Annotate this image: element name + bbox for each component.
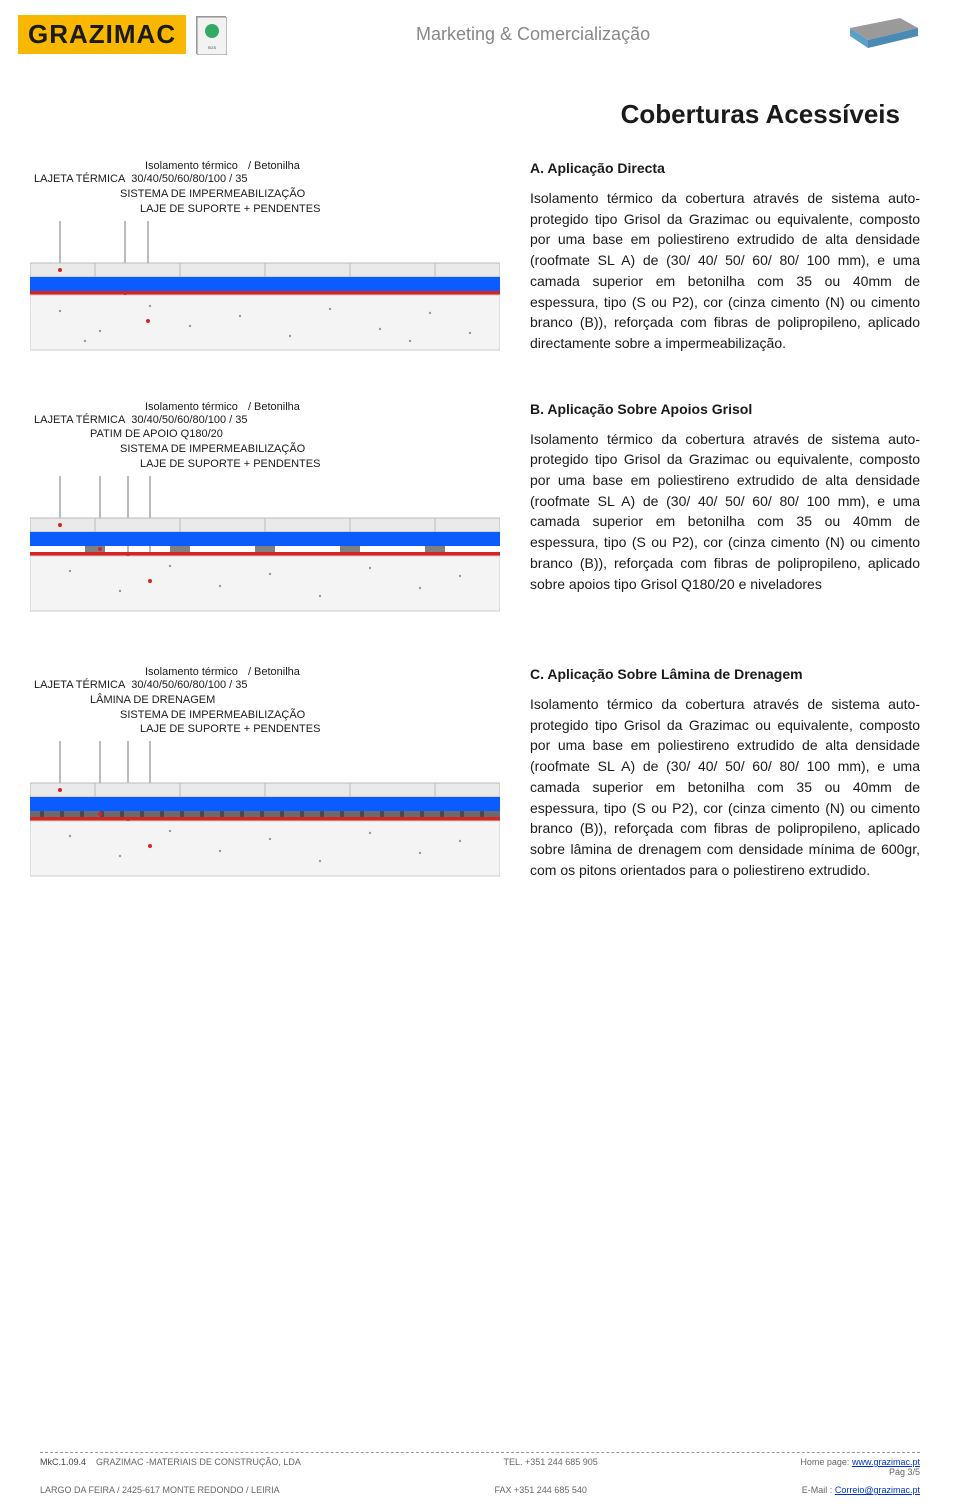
footer-email-label: E-Mail : xyxy=(802,1485,833,1495)
footer-fax: FAX +351 244 685 540 xyxy=(495,1485,587,1495)
svg-text:SGS: SGS xyxy=(208,45,217,50)
diagram-c: Isolamento térmico / Betonilha LAJETA TÉ… xyxy=(30,666,500,901)
certification-icon: SGS xyxy=(196,16,226,54)
footer-tel: TEL. +351 244 685 905 xyxy=(503,1457,597,1467)
footer-company: GRAZIMAC -MATERIAIS DE CONSTRUÇÃO, LDA xyxy=(96,1457,301,1467)
label-isolamento: Isolamento térmico xyxy=(145,160,238,172)
label-isolamento-b: Isolamento térmico xyxy=(145,401,238,413)
page-number: Pág 3/5 xyxy=(40,1467,920,1477)
title-a: A. Aplicação Directa xyxy=(530,160,920,176)
label-patim: PATIM DE APOIO Q180/20 xyxy=(30,427,500,442)
label-betonilha: / Betonilha xyxy=(248,160,300,172)
diagram-b: Isolamento térmico / Betonilha LAJETA TÉ… xyxy=(30,401,500,636)
label-sistema-b: SISTEMA DE IMPERMEABILIZAÇÃO xyxy=(30,442,500,457)
header-title: Marketing & Comercialização xyxy=(236,24,830,45)
label-dims-b: 30/40/50/60/80/100 / 35 xyxy=(131,413,247,428)
section-c: Isolamento térmico / Betonilha LAJETA TÉ… xyxy=(0,666,960,931)
title-b: B. Aplicação Sobre Apoios Grisol xyxy=(530,401,920,417)
text-b: B. Aplicação Sobre Apoios Grisol Isolame… xyxy=(530,401,920,595)
diagram-a: Isolamento térmico / Betonilha LAJETA TÉ… xyxy=(30,160,500,371)
label-dims: 30/40/50/60/80/100 / 35 xyxy=(131,172,247,187)
brand-logo: GRAZIMAC xyxy=(18,15,186,54)
label-laje-c: LAJE DE SUPORTE + PENDENTES xyxy=(30,722,500,737)
page-footer: MkC.1.09.4 GRAZIMAC -MATERIAIS DE CONSTR… xyxy=(0,1452,960,1495)
brand-name: GRAZIMAC xyxy=(28,19,176,50)
section-b: Isolamento térmico / Betonilha LAJETA TÉ… xyxy=(0,401,960,666)
label-betonilha-c: / Betonilha xyxy=(248,666,300,678)
label-dims-c: 30/40/50/60/80/100 / 35 xyxy=(131,678,247,693)
section-a: Isolamento térmico / Betonilha LAJETA TÉ… xyxy=(0,160,960,401)
diagram-c-svg xyxy=(30,741,500,901)
label-betonilha-b: / Betonilha xyxy=(248,401,300,413)
footer-homepage-link[interactable]: www.grazimac.pt xyxy=(852,1457,920,1467)
diagram-b-top-labels: Isolamento térmico / Betonilha xyxy=(30,401,500,413)
label-lajeta-c: LAJETA TÉRMICA xyxy=(30,678,125,693)
label-sistema: SISTEMA DE IMPERMEABILIZAÇÃO xyxy=(30,187,500,202)
diagram-c-top-labels: Isolamento térmico / Betonilha xyxy=(30,666,500,678)
footer-email-link[interactable]: Correio@grazimac.pt xyxy=(835,1485,920,1495)
doc-ref: MkC.1.09.4 xyxy=(40,1457,86,1467)
label-sistema-c: SISTEMA DE IMPERMEABILIZAÇÃO xyxy=(30,708,500,723)
label-lajeta: LAJETA TÉRMICA xyxy=(30,172,125,187)
footer-address: LARGO DA FEIRA / 2425-617 MONTE REDONDO … xyxy=(40,1485,280,1495)
diagram-a-top-labels: Isolamento térmico / Betonilha xyxy=(30,160,500,172)
body-a: Isolamento térmico da cobertura através … xyxy=(530,188,920,354)
label-laje-b: LAJE DE SUPORTE + PENDENTES xyxy=(30,457,500,472)
label-laje: LAJE DE SUPORTE + PENDENTES xyxy=(30,202,500,217)
diagram-b-svg xyxy=(30,476,500,636)
body-b: Isolamento térmico da cobertura através … xyxy=(530,429,920,595)
body-c: Isolamento térmico da cobertura através … xyxy=(530,694,920,880)
label-lamina: LÂMINA DE DRENAGEM xyxy=(30,693,500,708)
label-isolamento-c: Isolamento térmico xyxy=(145,666,238,678)
page-title: Coberturas Acessíveis xyxy=(0,99,900,130)
diagram-a-svg xyxy=(30,221,500,371)
title-c: C. Aplicação Sobre Lâmina de Drenagem xyxy=(530,666,920,682)
footer-homepage-label: Home page: xyxy=(800,1457,849,1467)
text-a: A. Aplicação Directa Isolamento térmico … xyxy=(530,160,920,354)
label-lajeta-b: LAJETA TÉRMICA xyxy=(30,413,125,428)
slab-icon xyxy=(840,10,920,59)
text-c: C. Aplicação Sobre Lâmina de Drenagem Is… xyxy=(530,666,920,880)
page-header: GRAZIMAC SGS Marketing & Comercialização xyxy=(0,0,960,69)
